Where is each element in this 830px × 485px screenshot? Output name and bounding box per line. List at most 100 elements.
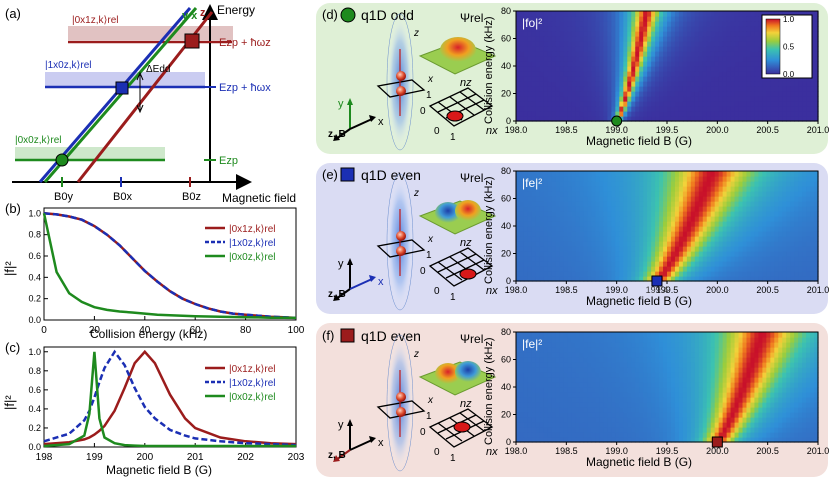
heatmap-cell	[540, 422, 545, 428]
heatmap-cell	[683, 61, 688, 67]
heatmap-cell	[659, 397, 664, 403]
heatmap-cell	[739, 186, 744, 192]
heatmap-cell	[743, 261, 748, 267]
heatmap-cell	[627, 402, 632, 408]
heatmap-cell	[786, 412, 791, 418]
heatmap-cell	[766, 86, 771, 92]
heatmap-cell	[560, 357, 565, 363]
heatmap-cell	[599, 171, 604, 177]
heatmap-cell	[746, 86, 751, 92]
y-tick-label: 0.6	[28, 385, 41, 395]
heatmap-cell	[810, 357, 815, 363]
heatmap-cell	[766, 402, 771, 408]
heatmap-cell	[607, 377, 612, 383]
heatmap-cell	[762, 397, 767, 403]
heatmap-cell	[707, 236, 712, 242]
heatmap-cell	[643, 36, 648, 42]
heatmap-cell	[663, 352, 668, 358]
heatmap-cell	[735, 397, 740, 403]
heatmap-cell	[568, 31, 573, 37]
heatmap-cell	[719, 76, 724, 82]
heatmap-cell	[615, 266, 620, 272]
heatmap-cell	[520, 101, 525, 107]
heatmap-cell	[663, 11, 668, 17]
heatmap-cell	[719, 31, 724, 37]
heatmap-cell	[743, 26, 748, 32]
heatmap-cell	[659, 241, 664, 247]
heatmap-cell	[798, 377, 803, 383]
heatmap-cell	[723, 216, 728, 222]
heatmap-cell	[588, 181, 593, 187]
heatmap-cell	[643, 56, 648, 62]
heatmap-cell	[746, 101, 751, 107]
heatmap-cell	[536, 71, 541, 77]
heatmap-cell	[556, 86, 561, 92]
heatmap-cell	[774, 256, 779, 262]
heatmap-cell	[611, 31, 616, 37]
heatmap-cell	[782, 196, 787, 202]
heatmap-cell	[651, 377, 656, 383]
heatmap-cell	[683, 241, 688, 247]
heatmap-cell	[592, 392, 597, 398]
heatmap-cell	[739, 16, 744, 22]
heatmap-cell	[639, 352, 644, 358]
heatmap-cell	[631, 402, 636, 408]
heatmap-cell	[556, 106, 561, 112]
heatmap-cell	[798, 81, 803, 87]
heatmap-cell	[671, 31, 676, 37]
heatmap-cell	[695, 372, 700, 378]
heatmap-cell	[746, 181, 751, 187]
heatmap-cell	[659, 101, 664, 107]
heatmap-cell	[564, 226, 569, 232]
heatmap-cell	[568, 271, 573, 277]
heatmap-cell	[639, 61, 644, 67]
heatmap-cell	[774, 211, 779, 217]
heatmap-cell	[663, 236, 668, 242]
heatmap-cell	[687, 407, 692, 413]
heatmap-cell	[794, 417, 799, 423]
heatmap-cell	[782, 236, 787, 242]
heatmap-cell	[635, 407, 640, 413]
heatmap-cell	[762, 196, 767, 202]
heatmap-cell	[743, 251, 748, 257]
heatmap-cell	[715, 61, 720, 67]
heatmap-cell	[607, 387, 612, 393]
heatmap-cell	[651, 432, 656, 438]
heatmap-cell	[516, 186, 521, 192]
heatmap-cell	[560, 241, 565, 247]
heatmap-cell	[607, 106, 612, 112]
heatmap-cell	[524, 226, 529, 232]
heatmap-cell	[588, 196, 593, 202]
heatmap-cell	[520, 41, 525, 47]
heatmap-cell	[599, 246, 604, 252]
heatmap-cell	[524, 412, 529, 418]
heatmap-cell	[746, 196, 751, 202]
heatmap-cell	[719, 412, 724, 418]
psi-label: Ψrel	[460, 11, 483, 25]
heatmap-cell	[548, 392, 553, 398]
heatmap-cell	[655, 397, 660, 403]
heatmap-cell	[675, 377, 680, 383]
heatmap-cell	[631, 201, 636, 207]
heatmap-cell	[619, 206, 624, 212]
heatmap-cell	[802, 206, 807, 212]
heatmap-cell	[758, 196, 763, 202]
heatmap-cell	[623, 251, 628, 257]
heatmap-cell	[798, 352, 803, 358]
heatmap-cell	[794, 186, 799, 192]
heatmap-cell	[560, 16, 565, 22]
heatmap-cell	[746, 397, 751, 403]
heatmap-cell	[635, 31, 640, 37]
heatmap-cell	[599, 377, 604, 383]
heatmap-cell	[667, 422, 672, 428]
heatmap-cell	[679, 387, 684, 393]
heatmap-cell	[746, 422, 751, 428]
heatmap-cell	[607, 41, 612, 47]
heatmap-cell	[794, 241, 799, 247]
heatmap-cell	[786, 392, 791, 398]
heatmap-cell	[599, 432, 604, 438]
heatmap-cell	[599, 206, 604, 212]
heatmap-cell	[663, 26, 668, 32]
heatmap-cell	[774, 372, 779, 378]
heatmap-cell	[699, 221, 704, 227]
